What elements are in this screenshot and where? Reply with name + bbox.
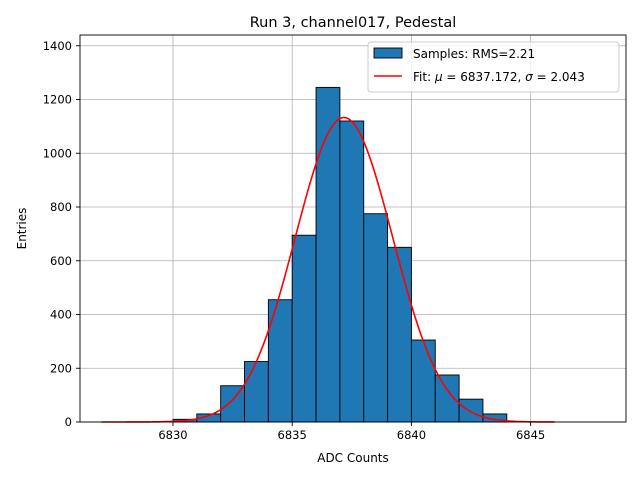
histogram-bar — [220, 385, 245, 423]
y-axis: 0 200 400 600 800 1000 1200 1400 — [43, 39, 80, 429]
histogram-bars — [172, 86, 508, 423]
legend-fit-label: Fit: μ = 6837.172, σ = 2.043 — [413, 70, 585, 84]
histogram-bar — [434, 374, 460, 423]
x-tick-label: 6840 — [397, 428, 426, 442]
histogram-bar — [410, 339, 436, 423]
x-axis: 6830 6835 6840 6845 — [158, 422, 545, 442]
histogram-bar — [387, 246, 412, 423]
histogram-bar — [244, 361, 269, 423]
histogram-bar — [458, 398, 484, 423]
y-tick-label: 600 — [50, 254, 72, 268]
x-axis-label: ADC Counts — [317, 451, 389, 465]
plot-frame — [79, 34, 627, 423]
fit-curve — [101, 116, 555, 423]
y-tick-label: 200 — [50, 361, 72, 375]
chart-title: Run 3, channel017, Pedestal — [250, 15, 457, 31]
y-tick-label: 400 — [50, 308, 72, 322]
legend: Samples: RMS=2.21 Fit: μ = 6837.172, σ =… — [367, 41, 620, 93]
y-tick-label: 1200 — [43, 93, 72, 107]
histogram-bar — [339, 120, 365, 423]
legend-histogram-label: Samples: RMS=2.21 — [413, 47, 535, 61]
y-tick-label: 1000 — [43, 146, 72, 160]
x-tick-label: 6830 — [158, 428, 187, 442]
histogram-bar — [291, 234, 317, 423]
histogram-bar — [363, 213, 389, 423]
y-tick-label: 0 — [65, 415, 72, 429]
y-axis-label: Entries — [15, 208, 29, 250]
y-tick-label: 1400 — [43, 39, 72, 53]
legend-box — [367, 41, 620, 93]
y-tick-label: 800 — [50, 200, 72, 214]
x-tick-label: 6845 — [516, 428, 545, 442]
histogram-bar — [315, 86, 341, 423]
x-tick-label: 6835 — [278, 428, 307, 442]
legend-histogram-swatch — [373, 47, 403, 59]
